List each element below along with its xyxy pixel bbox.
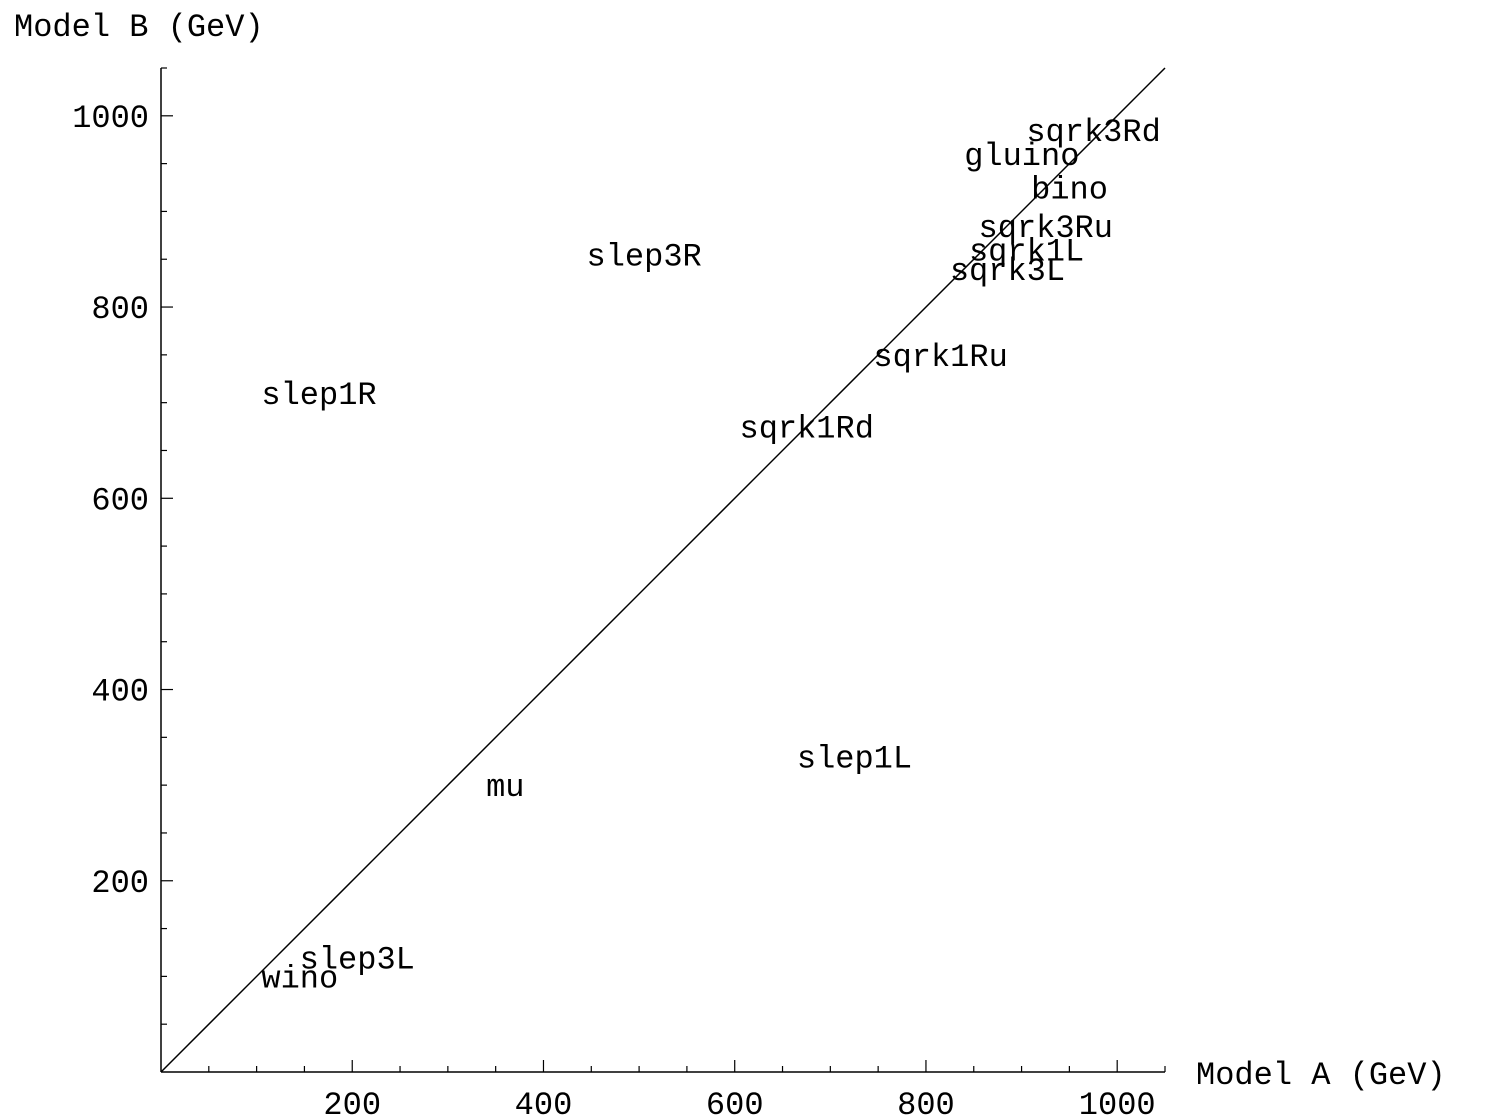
point-label-slep3R: slep3R <box>587 238 702 275</box>
point-label-mu: mu <box>486 769 524 806</box>
point-label-sqrk1Ru: sqrk1Ru <box>873 339 1007 376</box>
diagonal-reference-line <box>160 67 1166 1073</box>
x-tick-label: 600 <box>706 1087 764 1118</box>
x-tick-label: 200 <box>323 1087 381 1118</box>
y-tick-label: 1000 <box>72 100 149 137</box>
y-tick-label: 400 <box>91 674 149 711</box>
point-label-sqrk3Ru: sqrk3Ru <box>979 210 1113 247</box>
point-label-sqrk3Rd: sqrk3Rd <box>1026 114 1160 151</box>
x-axis-label: Model A (GeV) <box>1196 1057 1446 1094</box>
x-tick-label: 1000 <box>1079 1087 1156 1118</box>
point-label-slep1R: slep1R <box>261 377 376 414</box>
y-tick-label: 600 <box>91 482 149 519</box>
point-label-slep1L: slep1L <box>797 740 912 777</box>
y-axis-label: Model B (GeV) <box>14 9 264 46</box>
reference-line-group <box>160 67 1166 1073</box>
point-label-gluino: gluino <box>964 138 1079 175</box>
point-label-sqrk1L: sqrk1L <box>969 234 1084 271</box>
axes: 200 400 600 800 1000 200 400 600 800 1000 <box>72 67 1166 1118</box>
x-tick-label: 800 <box>897 1087 955 1118</box>
point-label-wino: wino <box>261 960 338 997</box>
point-label-sqrk1Rd: sqrk1Rd <box>739 411 873 448</box>
x-tick-label: 400 <box>515 1087 573 1118</box>
y-tick-label: 800 <box>91 291 149 328</box>
point-label-bino: bino <box>1031 172 1108 209</box>
point-label-slep3L: slep3L <box>300 941 415 978</box>
y-tick-label: 200 <box>91 865 149 902</box>
point-label-sqrk3L: sqrk3L <box>950 253 1065 290</box>
